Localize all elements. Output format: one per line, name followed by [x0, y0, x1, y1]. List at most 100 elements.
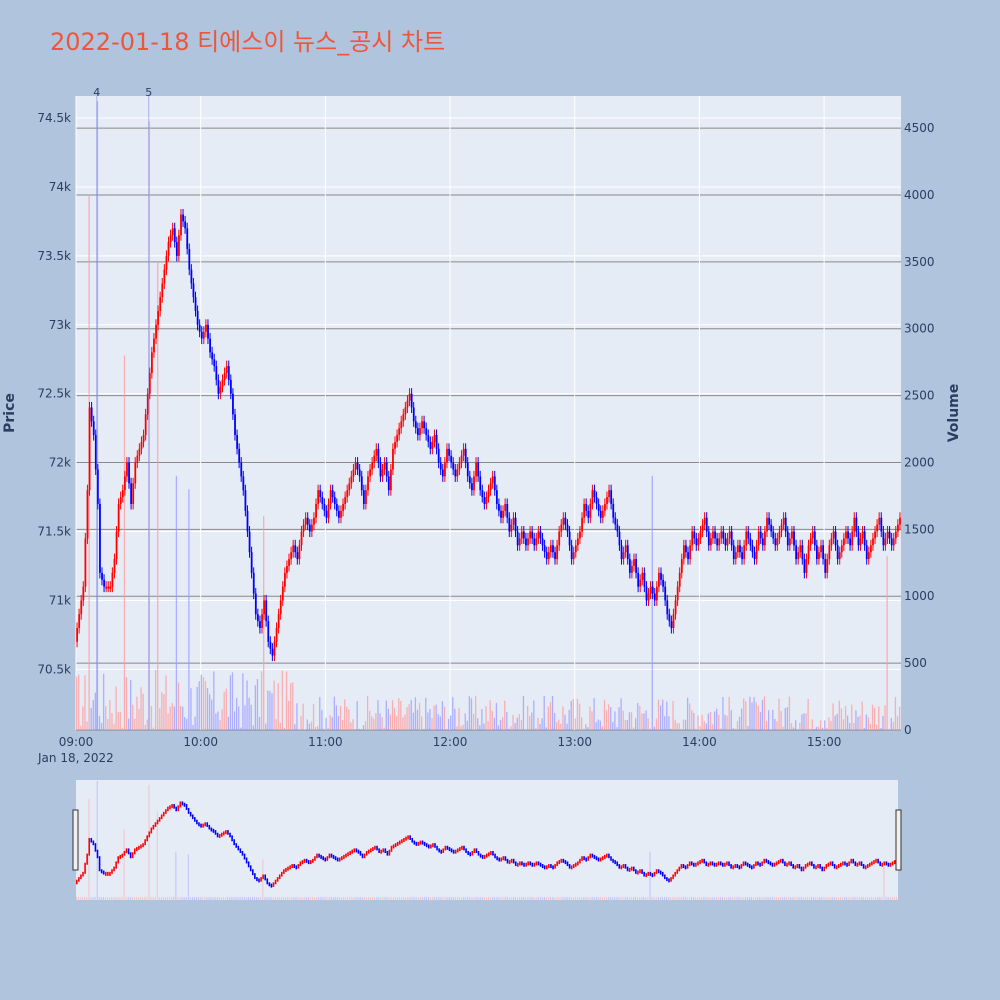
- volume-bar: [173, 706, 175, 730]
- mini-candle: [523, 862, 525, 867]
- mini-candle: [295, 865, 298, 870]
- candle-body: [531, 531, 534, 539]
- volume-bar: [495, 702, 498, 730]
- volume-bar: [352, 719, 354, 730]
- mini-volume-bar: [216, 896, 218, 900]
- volume-bar: [784, 708, 786, 730]
- mini-candle: [191, 814, 194, 820]
- mini-volume-bar: [628, 896, 630, 900]
- mini-candle: [450, 848, 453, 853]
- volume-bar: [516, 717, 518, 730]
- candle-body: [572, 552, 575, 560]
- mini-volume-bar: [345, 896, 347, 900]
- volume-bar: [400, 700, 402, 730]
- mini-volume-bar: [92, 896, 94, 900]
- volume-bar: [537, 717, 539, 730]
- candle-body: [705, 517, 708, 532]
- mini-candle: [548, 864, 550, 869]
- volume-bar: [772, 709, 774, 730]
- mini-candle: [330, 853, 333, 858]
- mini-candle: [788, 861, 790, 866]
- volume-bar: [649, 728, 651, 730]
- mini-volume-bar: [688, 896, 690, 900]
- mini-candle: [703, 858, 705, 864]
- mini-candle: [568, 864, 571, 869]
- volume-bar: [238, 706, 240, 730]
- mini-volume-bar: [113, 896, 115, 900]
- candle-body: [880, 517, 883, 532]
- volume-bar: [358, 728, 360, 730]
- volume-bar: [144, 724, 146, 730]
- mini-volume-bar: [272, 896, 274, 900]
- mini-volume-bar: [403, 896, 405, 900]
- range-slider-left-handle[interactable]: [72, 809, 79, 871]
- mini-candle: [204, 822, 206, 827]
- mini-volume-bar: [303, 896, 305, 900]
- mini-volume-bar: [649, 851, 651, 900]
- candle-body: [718, 538, 721, 546]
- mini-volume-bar: [769, 896, 771, 900]
- volume-bar: [583, 728, 585, 730]
- volume-bar: [229, 675, 232, 730]
- mini-volume-bar: [372, 896, 374, 900]
- candle-body: [188, 248, 191, 270]
- mini-volume-bar: [806, 896, 808, 900]
- volume-bar: [414, 697, 417, 730]
- candle-body: [379, 462, 382, 477]
- range-slider[interactable]: [76, 780, 898, 900]
- volume-bar: [632, 727, 635, 730]
- candle-body: [117, 503, 120, 532]
- mini-candle: [249, 865, 252, 872]
- candle-body: [327, 503, 330, 518]
- mini-candle: [864, 865, 867, 870]
- volume-bar: [882, 715, 884, 730]
- candle-body: [211, 352, 214, 360]
- mini-candle: [322, 856, 324, 861]
- mini-candle: [411, 837, 414, 843]
- mini-candle: [765, 858, 768, 863]
- volume-bar: [188, 489, 190, 730]
- candle-body: [782, 517, 785, 525]
- candle-body: [80, 600, 83, 615]
- mini-candle: [316, 853, 318, 859]
- mini-candle: [129, 852, 132, 859]
- volume-bar: [597, 719, 599, 730]
- mini-volume-bar: [753, 896, 755, 900]
- candle-body: [151, 352, 153, 374]
- volume-bar: [722, 696, 724, 730]
- mini-candle: [531, 862, 534, 867]
- mini-volume-bar: [312, 896, 314, 900]
- mini-candle: [591, 853, 594, 858]
- mini-candle: [705, 861, 708, 867]
- mini-volume-bar: [655, 896, 657, 900]
- candle-body: [377, 448, 380, 463]
- candle-body: [175, 242, 178, 256]
- mini-candle: [856, 862, 859, 867]
- mini-candle: [690, 861, 693, 866]
- mini-candle: [581, 856, 583, 861]
- mini-candle: [601, 856, 604, 861]
- mini-candle: [384, 848, 387, 853]
- price-tick-label: 74.5k: [37, 111, 71, 125]
- candle-body: [350, 476, 353, 484]
- candle-body: [296, 552, 299, 560]
- volume-bar: [375, 713, 377, 730]
- volume-bar: [283, 728, 286, 730]
- mini-volume-bar: [618, 896, 620, 900]
- mini-candle: [570, 865, 573, 870]
- volume-bar: [526, 705, 529, 730]
- mini-volume-bar: [338, 896, 340, 900]
- mini-volume-bar: [237, 896, 239, 900]
- candle-body: [396, 435, 399, 442]
- mini-candle: [717, 861, 720, 866]
- range-slider-right-handle[interactable]: [895, 809, 902, 871]
- candle-body: [217, 379, 220, 394]
- mini-candle: [167, 806, 169, 812]
- mini-volume-bar: [796, 896, 798, 900]
- mini-volume-bar: [612, 896, 614, 900]
- candle-body: [535, 538, 538, 546]
- volume-bar: [279, 722, 281, 730]
- mini-candle: [399, 840, 401, 845]
- mini-volume-bar: [394, 896, 396, 900]
- volume-bar: [607, 704, 610, 730]
